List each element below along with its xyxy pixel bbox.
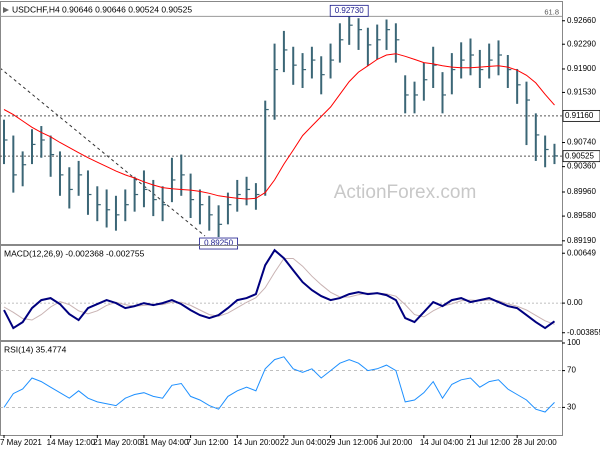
x-tick-label: 21 May 20:00 [93, 438, 142, 447]
y-tick-label: 0.91900 [567, 64, 596, 73]
price-annotation: 0.92730 [335, 6, 364, 15]
x-tick-label: 14 Jul 04:00 [420, 438, 464, 447]
moving-average [3, 53, 555, 200]
signal-line [3, 258, 555, 325]
y-tick-label: -0.003855 [567, 328, 600, 337]
panel-title: RSI(14) 35.4774 [4, 344, 67, 354]
x-tick-label: 7 Jun 12:00 [187, 438, 229, 447]
level-label: 61.8 [544, 7, 559, 16]
price-annotation-box [199, 237, 238, 250]
y-tick-label: 0.89190 [567, 236, 596, 245]
level-box [562, 109, 600, 122]
y-tick-label: 0.89960 [567, 187, 596, 196]
x-tick-label: 22 Jun 04:00 [280, 438, 327, 447]
rsi-line [3, 356, 555, 413]
macd-line [3, 248, 556, 330]
trend-line [0, 67, 206, 237]
x-tick-label: 6 Jul 20:00 [373, 438, 413, 447]
y-tick-label: 30 [567, 403, 576, 412]
y-tick-label: 100 [567, 338, 581, 347]
panel-frame [0, 1, 563, 245]
y-tick-label: 0.92660 [567, 16, 596, 25]
y-tick-label: 0.00649 [567, 248, 596, 257]
y-tick-label: 0.90360 [567, 162, 596, 171]
level-box [562, 150, 600, 163]
title-icon [3, 7, 9, 13]
y-tick-label: 70 [567, 366, 576, 375]
x-tick-label: 31 May 04:00 [140, 438, 189, 447]
y-tick-label: 0.91530 [567, 88, 596, 97]
x-tick-label: 28 Jul 20:00 [513, 438, 557, 447]
panel-title: MACD(12,26,9) -0.002368 -0.002755 [4, 248, 145, 258]
x-tick-label: 21 Jul 12:00 [467, 438, 511, 447]
watermark: ActionForex.com [334, 182, 477, 203]
price-annotation: 0.89250 [204, 239, 233, 248]
x-tick-label: 7 May 2021 [0, 438, 42, 447]
panel-frame [0, 245, 563, 341]
y-tick-label: 0.92290 [567, 39, 596, 48]
x-tick-label: 14 Jun 20:00 [233, 438, 280, 447]
y-tick-label: 0.00 [567, 298, 583, 307]
level-label: 0.90525 [565, 151, 594, 160]
x-tick-label: 14 May 12:00 [47, 438, 96, 447]
level-label: 0.91160 [565, 111, 594, 120]
price-annotation-box [329, 4, 369, 17]
y-tick-label: 0.89580 [567, 211, 596, 220]
y-tick-label: 0.90740 [567, 138, 596, 147]
panel-title: USDCHF,H4 0.90646 0.90646 0.90524 0.9052… [12, 4, 192, 14]
x-tick-label: 29 Jun 12:00 [327, 438, 374, 447]
panel-frame [0, 341, 563, 436]
